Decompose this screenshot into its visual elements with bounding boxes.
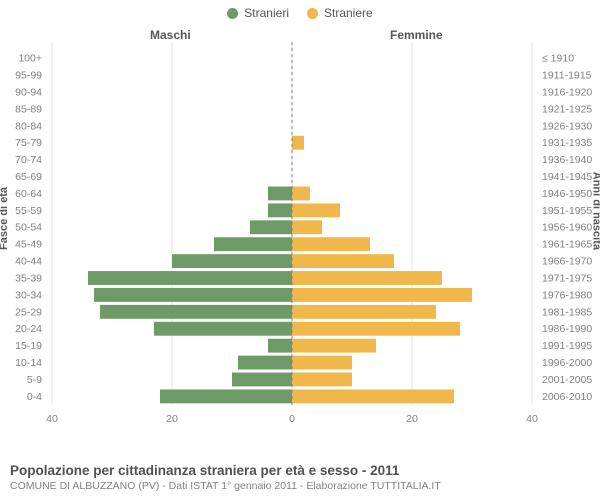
legend: Stranieri Straniere <box>0 0 600 20</box>
bar-female <box>292 305 436 319</box>
bar-male <box>250 220 292 234</box>
x-tick-label: 20 <box>166 413 178 425</box>
legend-swatch-male <box>227 8 238 19</box>
bar-female <box>292 271 442 285</box>
bar-female <box>292 254 394 268</box>
bar-female <box>292 187 310 201</box>
birth-label: 1961-1965 <box>542 239 592 251</box>
age-label: 45-49 <box>15 239 42 251</box>
age-label: 40-44 <box>15 256 42 268</box>
age-label: 30-34 <box>15 289 42 301</box>
bar-male <box>268 203 292 217</box>
x-tick-label: 20 <box>406 413 418 425</box>
birth-label: 1971-1975 <box>542 272 592 284</box>
age-label: 20-24 <box>15 323 42 335</box>
header-female: Femmine <box>390 28 443 42</box>
birth-label: 1926-1930 <box>542 120 592 132</box>
bar-male <box>214 237 292 251</box>
birth-label: 1951-1955 <box>542 205 592 217</box>
birth-label: 1931-1935 <box>542 137 592 149</box>
age-label: 85-89 <box>15 103 42 115</box>
age-label: 25-29 <box>15 306 42 318</box>
bar-male <box>154 322 292 336</box>
age-label: 75-79 <box>15 137 42 149</box>
legend-label-female: Straniere <box>324 6 373 20</box>
bar-male <box>232 373 292 387</box>
birth-label: 1921-1925 <box>542 103 592 115</box>
birth-label: 1936-1940 <box>542 154 592 166</box>
birth-label: 1941-1945 <box>542 171 592 183</box>
bar-female <box>292 203 340 217</box>
birth-label: ≤ 1910 <box>542 53 574 65</box>
age-label: 0-4 <box>27 391 42 403</box>
legend-item-female: Straniere <box>307 6 373 20</box>
bar-female <box>292 322 460 336</box>
age-label: 70-74 <box>15 154 42 166</box>
birth-label: 1991-1995 <box>542 340 592 352</box>
age-label: 60-64 <box>15 188 42 200</box>
footer: Popolazione per cittadinanza straniera p… <box>10 463 590 492</box>
plot-area: 0-42006-20105-92001-200510-141996-200015… <box>48 42 536 428</box>
legend-item-male: Stranieri <box>227 6 289 20</box>
age-label: 55-59 <box>15 205 42 217</box>
birth-label: 2001-2005 <box>542 374 592 386</box>
age-label: 35-39 <box>15 272 42 284</box>
age-label: 15-19 <box>15 340 42 352</box>
bar-male <box>94 288 292 302</box>
age-label: 95-99 <box>15 70 42 82</box>
birth-label: 2006-2010 <box>542 391 592 403</box>
chart-container: Stranieri Straniere Maschi Femmine Fasce… <box>0 0 600 500</box>
x-tick-label: 0 <box>289 413 295 425</box>
birth-label: 1996-2000 <box>542 357 592 369</box>
header-male: Maschi <box>150 28 191 42</box>
birth-label: 1916-1920 <box>542 86 592 98</box>
bar-female <box>292 220 322 234</box>
age-label: 80-84 <box>15 120 42 132</box>
footer-title: Popolazione per cittadinanza straniera p… <box>10 463 590 478</box>
legend-swatch-female <box>307 8 318 19</box>
bar-female <box>292 237 370 251</box>
age-label: 65-69 <box>15 171 42 183</box>
bar-male <box>268 187 292 201</box>
bar-female <box>292 288 472 302</box>
birth-label: 1956-1960 <box>542 222 592 234</box>
birth-label: 1976-1980 <box>542 289 592 301</box>
bar-female <box>292 339 376 353</box>
bar-male <box>238 356 292 370</box>
bar-male <box>100 305 292 319</box>
birth-label: 1946-1950 <box>542 188 592 200</box>
footer-subtitle: COMUNE DI ALBUZZANO (PV) - Dati ISTAT 1°… <box>10 480 590 492</box>
x-tick-label: 40 <box>46 413 58 425</box>
age-label: 10-14 <box>15 357 42 369</box>
bar-female <box>292 373 352 387</box>
bar-male <box>88 271 292 285</box>
birth-label: 1981-1985 <box>542 306 592 318</box>
bar-male <box>268 339 292 353</box>
y-axis-label-left: Fasce di età <box>0 187 10 250</box>
x-tick-label: 40 <box>526 413 538 425</box>
age-label: 100+ <box>18 53 42 65</box>
bar-female <box>292 136 304 150</box>
bar-female <box>292 389 454 403</box>
bar-female <box>292 356 352 370</box>
legend-label-male: Stranieri <box>244 6 289 20</box>
age-label: 90-94 <box>15 86 42 98</box>
bar-male <box>160 389 292 403</box>
age-label: 5-9 <box>27 374 42 386</box>
age-label: 50-54 <box>15 222 42 234</box>
birth-label: 1986-1990 <box>542 323 592 335</box>
birth-label: 1966-1970 <box>542 256 592 268</box>
pyramid-svg: 0-42006-20105-92001-200510-141996-200015… <box>48 42 536 428</box>
birth-label: 1911-1915 <box>542 70 592 82</box>
bar-male <box>172 254 292 268</box>
